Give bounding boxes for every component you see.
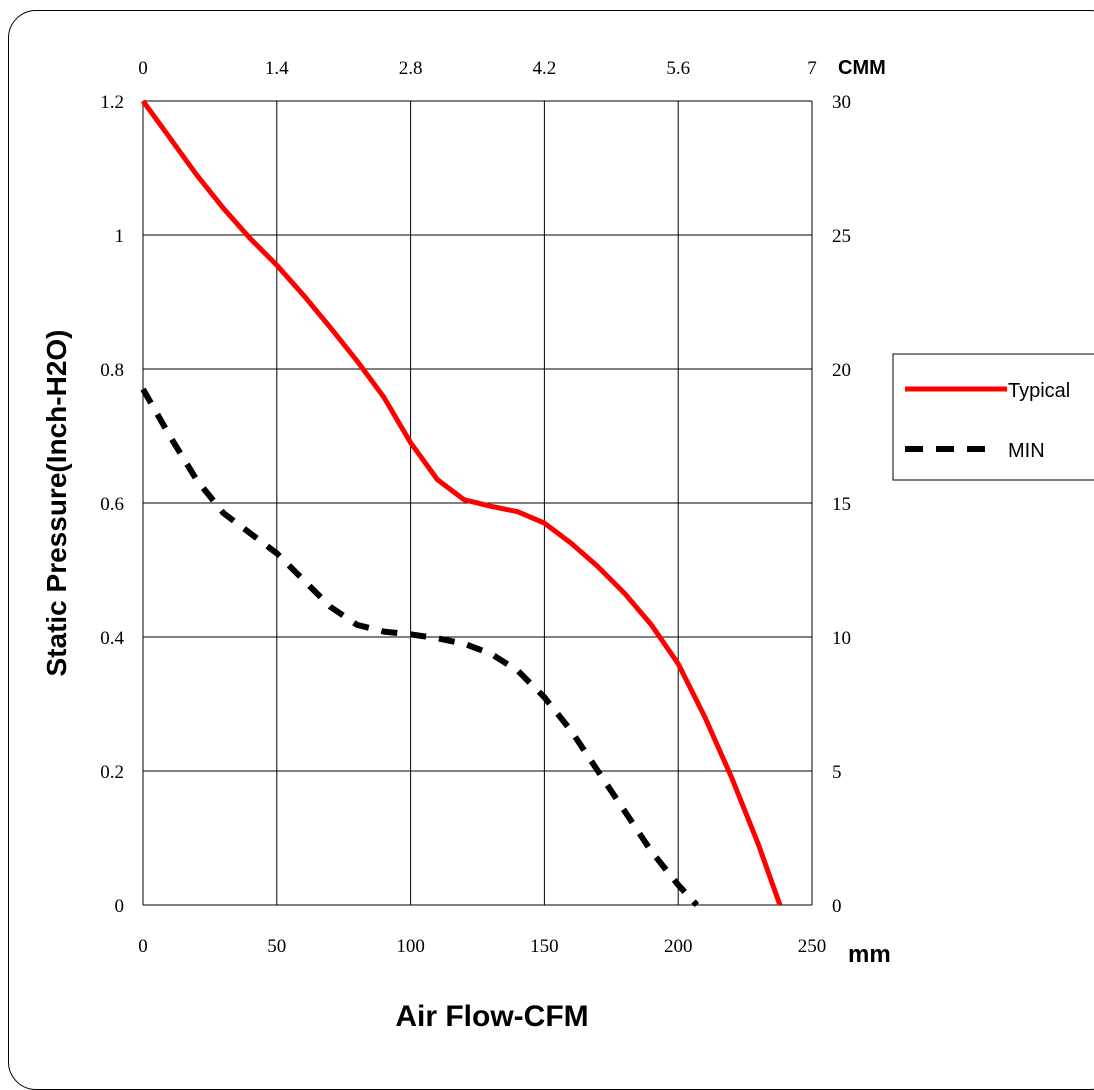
x2-tick-label: 5.6: [666, 58, 690, 79]
y2-tick-label: 20: [832, 360, 851, 381]
legend-box: [892, 353, 1094, 481]
y-axis-title: Static Pressure(Inch-H2O): [41, 330, 72, 677]
x2-tick-label: 2.8: [399, 58, 423, 79]
x-axis-title: Air Flow-CFM: [395, 1000, 588, 1033]
y-tick-label: 0.6: [100, 494, 124, 515]
y-tick-label: 0: [115, 896, 125, 917]
legend-label-min: MIN: [1008, 440, 1045, 462]
y2-tick-label: 30: [832, 92, 851, 113]
series-line-typical: [140, 99, 783, 906]
series-line-min: [140, 387, 700, 908]
y-tick-label: 0.4: [100, 628, 124, 649]
y-tick-label: 0.2: [100, 762, 124, 783]
x-tick-label: 100: [396, 936, 425, 957]
y2-tick-label: 0: [832, 896, 842, 917]
x-tick-label: 150: [530, 936, 559, 957]
x2-tick-label: 0: [138, 58, 148, 79]
x-tick-label: 250: [798, 936, 827, 957]
y2-tick-label: 25: [832, 226, 851, 247]
grid-lines: [142, 100, 813, 906]
y2-tick-label: 10: [832, 628, 851, 649]
y-tick-label: 1: [115, 226, 125, 247]
x2-tick-label: 7: [807, 58, 817, 79]
y-tick-label: 0.8: [100, 360, 124, 381]
x2-unit-label: CMM: [838, 57, 886, 79]
x2-tick-label: 1.4: [265, 58, 289, 79]
y2-tick-label: 15: [832, 494, 851, 515]
x-unit-label: mm: [848, 941, 891, 968]
x2-tick-label: 4.2: [533, 58, 557, 79]
x-tick-label: 50: [267, 936, 286, 957]
y2-tick-label: 5: [832, 762, 842, 783]
y-tick-label: 1.2: [100, 92, 124, 113]
legend: Typical MIN: [892, 353, 1094, 481]
legend-label-typical: Typical: [1008, 380, 1070, 402]
x-tick-label: 200: [664, 936, 693, 957]
x-tick-label: 0: [138, 936, 148, 957]
series-lines: [140, 99, 783, 908]
